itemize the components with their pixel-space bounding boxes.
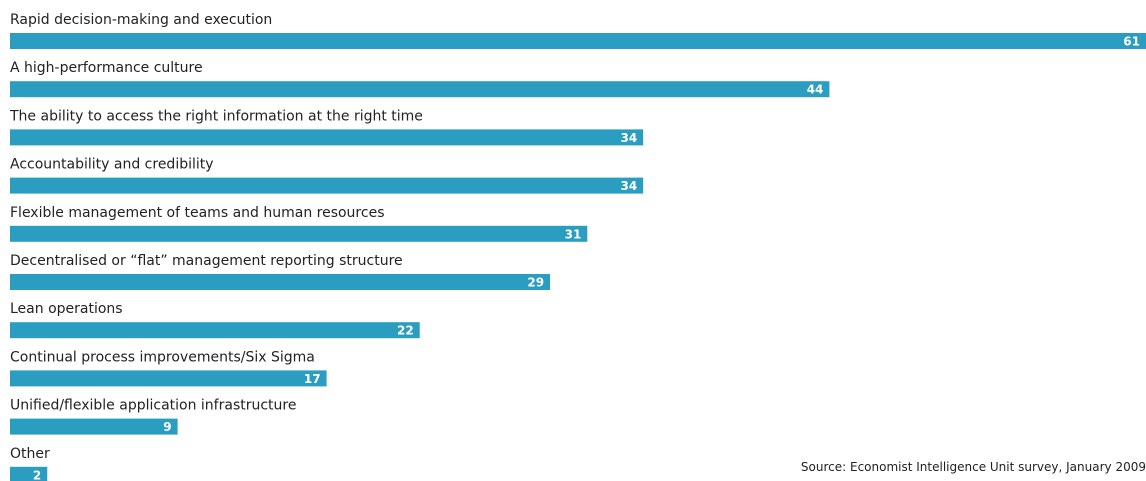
bar bbox=[10, 177, 644, 194]
bar bbox=[10, 322, 420, 339]
bar-value-label: 17 bbox=[304, 372, 321, 386]
category-label: A high-performance culture bbox=[10, 60, 203, 76]
bar-value-label: 44 bbox=[807, 83, 824, 97]
bar-value-label: 31 bbox=[565, 227, 582, 241]
bar bbox=[10, 274, 551, 290]
bar-value-label: 29 bbox=[527, 276, 544, 290]
category-label: Other bbox=[10, 446, 50, 462]
category-label: Flexible management of teams and human r… bbox=[10, 205, 385, 221]
bar bbox=[10, 129, 644, 146]
category-label: Unified/flexible application infrastruct… bbox=[10, 398, 296, 414]
bar bbox=[10, 81, 830, 98]
bar-value-label: 34 bbox=[620, 131, 637, 145]
category-label: Decentralised or “flat” management repor… bbox=[10, 253, 403, 269]
bar bbox=[10, 33, 1146, 49]
category-label: Rapid decision-making and execution bbox=[10, 12, 272, 28]
bar bbox=[10, 466, 48, 481]
bar-value-label: 9 bbox=[163, 420, 171, 434]
category-label: Lean operations bbox=[10, 301, 123, 317]
bar-value-label: 2 bbox=[33, 468, 41, 481]
bar-value-label: 22 bbox=[397, 324, 414, 338]
bar-value-label: 34 bbox=[620, 179, 637, 193]
bar bbox=[10, 418, 178, 435]
bar bbox=[10, 225, 588, 242]
bar bbox=[10, 370, 327, 387]
category-label: Accountability and credibility bbox=[10, 157, 214, 173]
bar-value-label: 61 bbox=[1123, 35, 1140, 49]
category-label: Continual process improvements/Six Sigma bbox=[10, 349, 315, 365]
source-note: Source: Economist Intelligence Unit surv… bbox=[800, 460, 1146, 474]
category-label: The ability to access the right informat… bbox=[9, 108, 423, 124]
